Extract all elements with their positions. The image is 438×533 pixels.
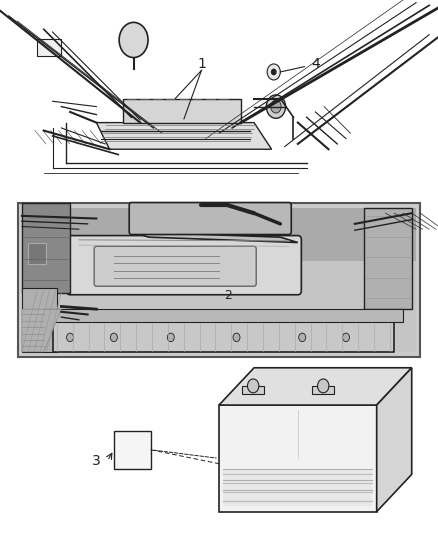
Bar — [37, 39, 61, 56]
Bar — [22, 208, 416, 352]
Circle shape — [267, 64, 280, 80]
Text: 1: 1 — [197, 57, 206, 71]
Polygon shape — [377, 368, 412, 512]
FancyBboxPatch shape — [129, 203, 291, 235]
Bar — [44, 309, 403, 322]
Circle shape — [233, 333, 240, 342]
Bar — [219, 405, 377, 512]
Bar — [28, 243, 46, 264]
Polygon shape — [219, 368, 412, 405]
Polygon shape — [22, 309, 61, 352]
Circle shape — [343, 333, 350, 342]
Bar — [364, 208, 412, 309]
Polygon shape — [131, 232, 298, 243]
Bar — [312, 386, 334, 394]
Circle shape — [110, 333, 117, 342]
Circle shape — [119, 22, 148, 58]
Polygon shape — [96, 123, 272, 149]
Bar — [22, 208, 416, 261]
Circle shape — [266, 95, 286, 118]
Text: 3: 3 — [92, 454, 101, 468]
Bar — [22, 203, 70, 293]
Bar — [18, 203, 420, 357]
Text: 2: 2 — [224, 289, 232, 302]
Circle shape — [272, 69, 276, 75]
Bar — [53, 322, 394, 352]
Circle shape — [318, 379, 329, 393]
Polygon shape — [123, 99, 241, 123]
Bar — [114, 431, 151, 469]
Circle shape — [247, 379, 259, 393]
Circle shape — [271, 100, 281, 113]
Circle shape — [67, 333, 74, 342]
Bar — [242, 386, 264, 394]
FancyBboxPatch shape — [94, 246, 256, 286]
Bar — [22, 288, 57, 352]
Circle shape — [299, 333, 306, 342]
Circle shape — [167, 333, 174, 342]
FancyBboxPatch shape — [67, 236, 301, 295]
Bar — [223, 469, 372, 506]
Text: 4: 4 — [311, 57, 320, 71]
